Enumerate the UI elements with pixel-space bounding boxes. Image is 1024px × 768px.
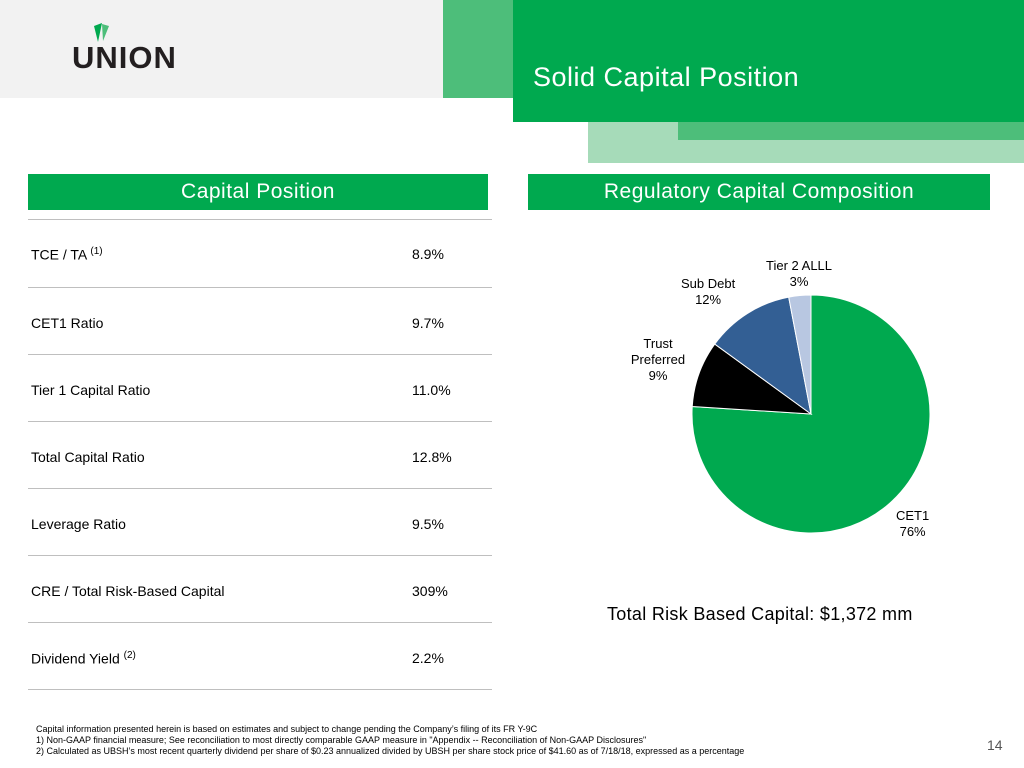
table-divider [28,488,492,489]
table-divider [28,287,492,288]
pie-slice-cet1 [691,294,931,534]
title-bar [513,0,1024,122]
table-row-value: 11.0% [412,382,451,398]
table-row-label: Tier 1 Capital Ratio [31,382,151,398]
table-divider [28,421,492,422]
capital-composition-header: Regulatory Capital Composition [528,174,990,210]
table-row-label: CET1 Ratio [31,315,104,331]
table-row-label: CRE / Total Risk-Based Capital [31,583,225,599]
table-divider [28,354,492,355]
logo-wordmark: UNION [72,40,177,75]
total-capital-caption: Total Risk Based Capital: $1,372 mm [607,604,913,624]
footnote-marker: (2) [123,650,136,661]
slide-title: Solid Capital Position [533,62,800,92]
footnote-1: 1) Non-GAAP financial measure; See recon… [36,735,647,745]
table-row-label: Leverage Ratio [31,516,126,532]
pie-label-tier2-alll: Tier 2 ALLL 3% [766,258,833,289]
footnote-2: 2) Calculated as UBSH’s most recent quar… [36,746,745,756]
pie-slice-tier-2-alll [788,294,812,415]
table-row-value: 8.9% [412,246,444,262]
union-logo-icon [94,23,109,42]
table-divider [28,622,492,623]
table-divider [28,219,492,220]
footnote-capital-info: Capital information presented herein is … [36,724,538,734]
header-accent-mid [443,0,513,98]
capital-composition-pie [691,294,931,534]
table-divider [28,555,492,556]
table-divider [28,689,492,690]
table-row-value: 9.7% [412,315,444,331]
table-row-value: 2.2% [412,650,444,666]
footnote-marker: (1) [90,246,103,257]
pie-label-trust-preferred: Trust Preferred 9% [630,336,686,383]
table-row-value: 9.5% [412,516,444,532]
table-row-value: 309% [412,583,448,599]
page-number: 14 [987,737,1003,753]
pie-label-sub-debt: Sub Debt 12% [681,276,736,307]
pie-label-cet1: CET1 76% [896,508,930,539]
header-background [0,0,443,98]
header-accent-mid-lower [678,122,1024,140]
table-row-label: Dividend Yield (2) [31,650,136,667]
table-row-label: TCE / TA (1) [31,246,103,263]
capital-position-header: Capital Position [28,174,488,210]
table-row-value: 12.8% [412,449,452,465]
table-row-label: Total Capital Ratio [31,449,145,465]
pie-slice-sub-debt [714,296,812,416]
